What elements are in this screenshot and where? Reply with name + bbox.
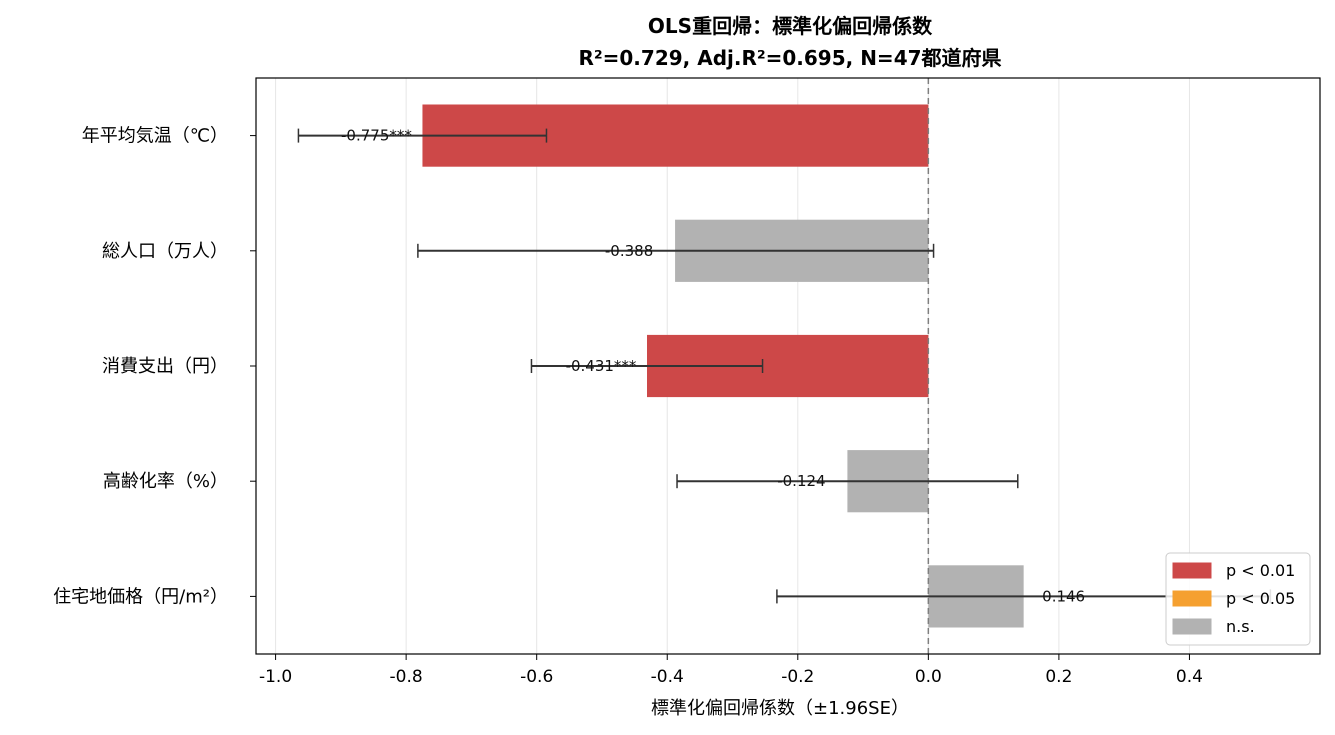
x-axis-label: 標準化偏回帰係数（±1.96SE）: [651, 698, 909, 719]
value-label-2: -0.431***: [566, 357, 637, 375]
y-axis: 年平均気温（℃） 総人口（万人） 消費支出（円） 高齢化率（%） 住宅地価格（円/m²）: [53, 126, 256, 607]
error-bar-3: [676, 474, 1019, 489]
y-tick-label: 総人口（万人）: [102, 241, 228, 262]
y-tick-label: 消費支出（円）: [102, 356, 228, 377]
legend-swatch-p01: [1172, 562, 1212, 579]
value-label-4: 0.146: [1042, 587, 1085, 605]
value-labels: -0.775*** -0.388 -0.431*** -0.124 0.146: [341, 127, 1085, 606]
y-tick-label: 住宅地価格（円/m²）: [53, 586, 228, 607]
error-bar-0: [297, 128, 548, 143]
error-bar-2: [530, 359, 764, 373]
legend-label-p01: p < 0.01: [1226, 561, 1295, 580]
value-label-3: -0.124: [777, 472, 825, 490]
y-tick-label: 高齢化率（%）: [103, 471, 228, 492]
x-tick-label: 0.0: [915, 667, 942, 687]
value-label-1: -0.388: [605, 242, 653, 260]
x-tick-label: -0.4: [651, 667, 684, 687]
legend-swatch-p05: [1172, 590, 1212, 607]
x-tick-label: -0.6: [520, 667, 553, 687]
legend-swatch-ns: [1172, 618, 1212, 635]
x-axis: -1.0 -0.8 -0.6 -0.4 -0.2 0.0 0.2 0.4: [259, 654, 1203, 687]
legend-label-p05: p < 0.05: [1226, 589, 1295, 608]
legend-label-ns: n.s.: [1226, 617, 1255, 636]
x-tick-label: 0.2: [1045, 667, 1072, 687]
x-tick-label: -0.2: [781, 667, 814, 687]
chart-title: OLS重回帰：標準化偏回帰係数: [648, 14, 933, 38]
chart-subtitle: R²=0.729, Adj.R²=0.695, N=47都道府県: [578, 46, 1001, 70]
value-label-0: -0.775***: [341, 127, 412, 145]
error-bar-1: [417, 243, 935, 258]
legend: p < 0.01 p < 0.05 n.s.: [1165, 552, 1311, 646]
x-tick-label: 0.4: [1176, 667, 1203, 687]
x-tick-label: -0.8: [390, 667, 423, 687]
x-tick-label: -1.0: [259, 667, 292, 687]
y-tick-label: 年平均気温（℃）: [82, 126, 228, 147]
